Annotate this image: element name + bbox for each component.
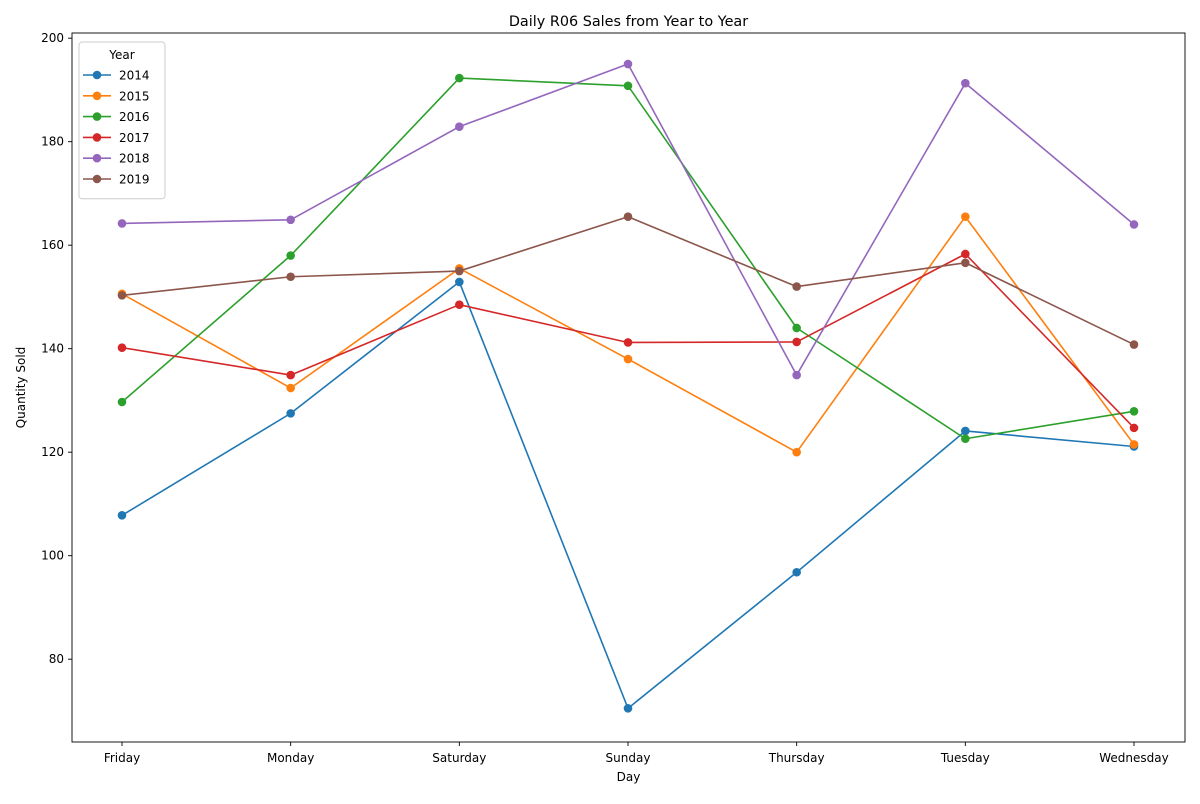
legend-label-2015: 2015 — [119, 89, 150, 103]
y-tick-label: 200 — [41, 31, 64, 45]
data-point — [1129, 340, 1139, 349]
data-point — [286, 215, 295, 225]
series-line — [121, 215, 1135, 453]
legend-label-2018: 2018 — [119, 152, 150, 166]
y-tick-label: 80 — [49, 652, 64, 666]
plot-frame — [71, 32, 1186, 743]
data-point — [117, 511, 127, 520]
data-point — [455, 73, 464, 83]
data-point — [961, 78, 970, 88]
y-tick-label: 120 — [41, 445, 64, 459]
legend-marker-2017 — [92, 133, 102, 142]
legend-label-2017: 2017 — [119, 131, 150, 145]
data-point — [286, 251, 295, 260]
y-tick-label: 180 — [41, 135, 64, 149]
y-tick-label: 140 — [41, 342, 64, 356]
data-point — [792, 282, 801, 291]
legend-marker-2014 — [92, 70, 102, 80]
legend: Year 2014 2015 2016 2017 2018 2019 — [78, 41, 166, 200]
x-tick-label: Tuesday — [940, 751, 990, 765]
data-point — [792, 323, 801, 333]
x-tick-label: Saturday — [432, 751, 486, 765]
data-point — [961, 434, 970, 444]
series-2017 — [117, 249, 1139, 433]
legend-label-2019: 2019 — [119, 173, 150, 187]
data-point — [117, 343, 127, 352]
x-axis-label: Day — [617, 770, 641, 784]
data-point — [455, 122, 464, 131]
chart-title: Daily R06 Sales from Year to Year — [509, 14, 748, 30]
axes: Friday Monday Saturday Sunday Thursday Tuesda… — [41, 31, 1186, 765]
data-point — [623, 81, 633, 91]
data-point — [792, 567, 801, 577]
series-2018 — [117, 59, 1139, 380]
series-2019 — [117, 212, 1139, 349]
legend-marker-2018 — [92, 153, 102, 163]
data-point — [1129, 423, 1139, 433]
series-lines — [117, 59, 1139, 713]
data-point — [455, 277, 464, 287]
data-point — [1129, 220, 1139, 229]
data-point — [1129, 440, 1139, 449]
y-tick-label: 100 — [41, 549, 64, 563]
data-point — [286, 409, 295, 418]
data-point — [792, 337, 801, 347]
data-point — [117, 397, 127, 407]
data-point — [623, 59, 633, 69]
series-2014 — [117, 277, 1139, 713]
y-tick-label: 160 — [41, 238, 64, 252]
y-axis-label: Quantity Sold — [14, 347, 28, 429]
data-point — [792, 370, 801, 380]
data-point — [117, 291, 127, 300]
x-tick-label: Monday — [267, 751, 314, 765]
data-point — [286, 383, 295, 393]
legend-label-2016: 2016 — [119, 110, 150, 124]
data-point — [623, 212, 633, 222]
legend-marker-2016 — [92, 112, 102, 121]
series-2015 — [117, 212, 1139, 457]
series-line — [121, 77, 1135, 440]
legend-marker-2015 — [92, 91, 102, 101]
x-tick-label: Wednesday — [1099, 751, 1168, 765]
data-point — [455, 266, 464, 276]
data-point — [117, 219, 127, 228]
x-tick-label: Thursday — [768, 751, 825, 765]
legend-title: Year — [108, 48, 134, 62]
legend-marker-2019 — [92, 174, 102, 184]
data-point — [455, 300, 464, 309]
data-point — [961, 258, 970, 268]
series-2016 — [117, 73, 1139, 444]
data-point — [623, 704, 633, 713]
series-line — [121, 215, 1135, 346]
data-point — [286, 272, 295, 282]
x-tick-label: Friday — [104, 751, 140, 765]
data-point — [286, 370, 295, 380]
data-point — [961, 426, 970, 436]
data-point — [1129, 407, 1139, 416]
data-point — [792, 447, 801, 457]
data-point — [623, 338, 633, 347]
data-point — [961, 249, 970, 259]
x-tick-label: Sunday — [606, 751, 651, 765]
legend-label-2014: 2014 — [119, 69, 150, 83]
data-point — [961, 212, 970, 222]
data-point — [623, 354, 633, 364]
